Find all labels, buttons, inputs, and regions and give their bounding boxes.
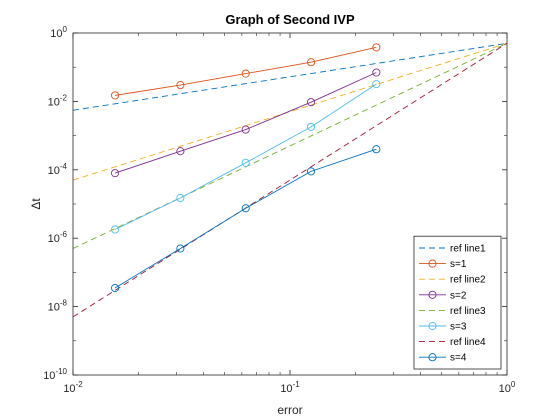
legend-label: ref line2 [450,275,486,286]
y-tick-label-base: 10 [48,302,60,314]
y-tick-label-exponent: -2 [60,93,68,102]
legend-label: ref line1 [450,244,486,255]
y-tick-label-exponent: -8 [60,299,68,308]
legend-box [414,236,501,369]
x-tick-label-exponent: -1 [293,380,301,389]
y-tick-label-base: 10 [50,28,62,40]
x-tick-label-base: 10 [499,383,511,395]
legend-label: s=4 [450,353,467,364]
legend: ref line1 s=1 ref line2 s=2 ref line3 s=3 ref … [414,236,501,369]
x-axis-label: error [277,403,302,417]
y-tick-label-exponent: -10 [55,367,67,376]
legend-label: s=2 [450,290,467,301]
x-tick-label-exponent: 0 [511,380,516,389]
y-tick-label-exponent: 0 [63,25,68,34]
y-tick-label-base: 10 [43,370,55,382]
legend-label: s=1 [450,259,467,270]
y-tick-label-base: 10 [48,96,60,108]
y-tick-label-base: 10 [48,233,60,245]
x-tick-label-base: 10 [280,383,292,395]
x-tick-label-base: 10 [63,383,75,395]
legend-label: ref line3 [450,306,486,317]
legend-label: ref line4 [450,337,486,348]
chart-title: Graph of Second IVP [225,12,355,27]
y-tick-label-base: 10 [48,165,60,177]
y-tick-label-exponent: -6 [60,230,68,239]
legend-label: s=3 [450,322,467,333]
y-axis-label: Δt [29,198,43,210]
x-tick-label-exponent: -2 [76,380,84,389]
y-tick-label-exponent: -4 [60,162,68,171]
